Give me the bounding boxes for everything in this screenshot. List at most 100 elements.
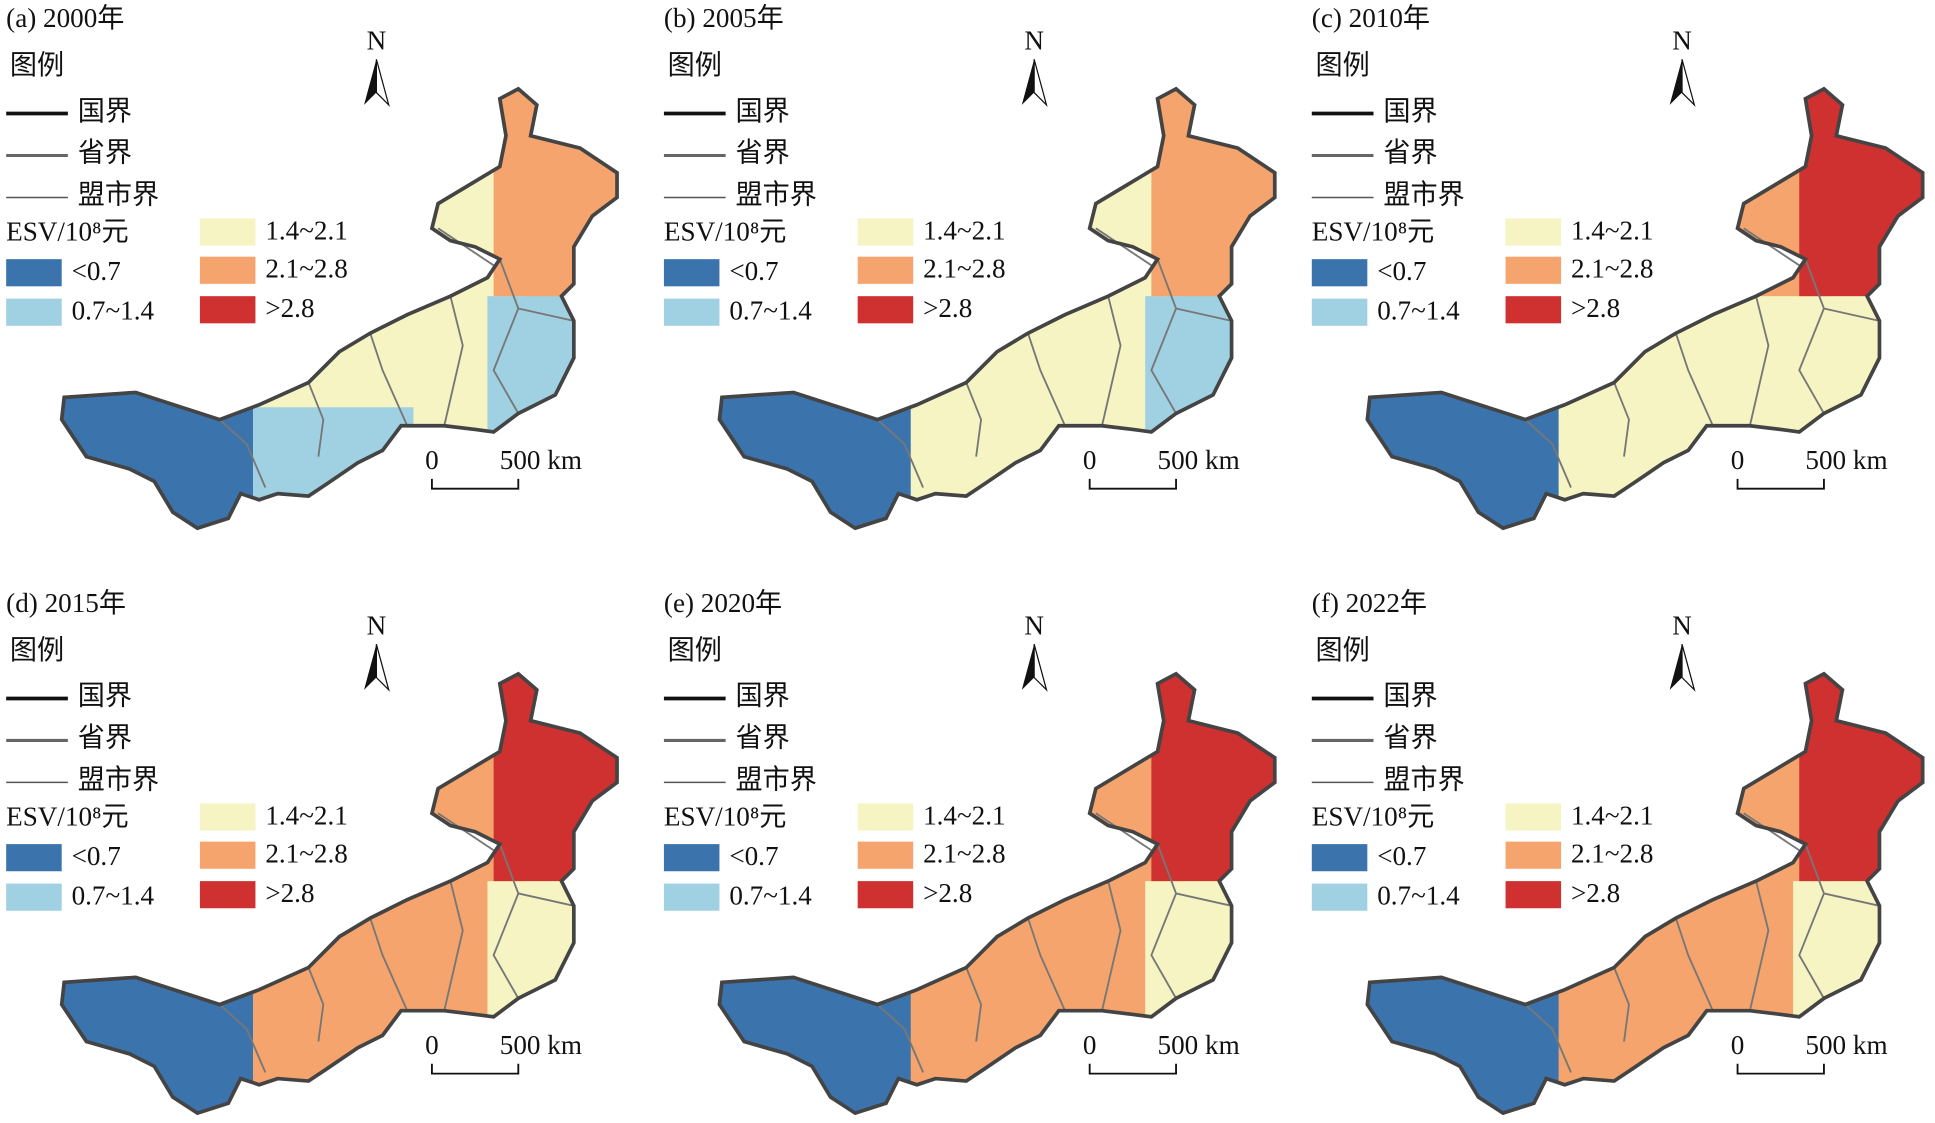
- scale-bar: [430, 478, 520, 490]
- province-border: [1175, 892, 1232, 907]
- class-swatch: [663, 298, 720, 326]
- legend-title: 图例: [10, 50, 64, 80]
- esv-zone: [719, 930, 911, 1114]
- class-swatch: [1505, 256, 1562, 284]
- legend-title: 图例: [1316, 50, 1370, 80]
- scale-bar: [430, 1063, 520, 1075]
- esv-zone: [240, 407, 414, 529]
- boundary-label: 盟市界: [1383, 180, 1464, 210]
- north-arrow: [375, 59, 390, 107]
- north-arrow: [364, 644, 377, 690]
- esv-zone: [1145, 862, 1244, 1024]
- class-swatch: [199, 881, 256, 909]
- esv-zone: [1151, 88, 1275, 297]
- esv-zone: [61, 930, 253, 1114]
- class-label: >2.8: [923, 293, 972, 323]
- class-swatch: [6, 298, 62, 326]
- esv-zone: [898, 992, 1072, 1114]
- boundary-label: 盟市界: [1383, 765, 1464, 795]
- class-label: >2.8: [1571, 293, 1620, 323]
- north-arrow: [1669, 59, 1683, 105]
- scale-label: 500 km: [500, 1030, 582, 1060]
- class-swatch: [857, 218, 914, 246]
- scale-label: 500 km: [1805, 445, 1887, 475]
- panel-title: (a) 2000年: [6, 3, 124, 33]
- class-swatch: [1505, 881, 1562, 909]
- boundary-label: 国界: [1383, 96, 1437, 126]
- north-arrow: [1681, 644, 1696, 692]
- province-border: [1524, 418, 1572, 488]
- province-border: [1613, 382, 1630, 457]
- class-label: <0.7: [1377, 841, 1426, 871]
- province-border: [1027, 332, 1066, 427]
- province-border: [443, 880, 464, 1011]
- north-arrow: [1669, 644, 1683, 690]
- north-arrow: [364, 59, 377, 105]
- north-label: N: [1672, 25, 1692, 55]
- class-swatch: [1311, 298, 1368, 326]
- province-border: [1674, 917, 1714, 1012]
- esv-zone: [1151, 673, 1275, 882]
- class-label: >2.8: [265, 293, 314, 323]
- national-border: [717, 671, 1277, 1116]
- class-swatch: [857, 256, 914, 284]
- boundary-label: 国界: [78, 96, 132, 126]
- class-label: <0.7: [72, 256, 121, 286]
- class-label: 0.7~1.4: [729, 296, 812, 326]
- class-swatch: [1505, 841, 1562, 869]
- province-border: [1743, 227, 1800, 267]
- class-swatch: [199, 256, 256, 284]
- class-swatch: [1311, 259, 1368, 287]
- boundary-label: 盟市界: [735, 180, 816, 210]
- class-swatch: [199, 218, 256, 246]
- class-swatch: [199, 296, 256, 324]
- esv-zone: [240, 992, 414, 1114]
- north-arrow: [1021, 59, 1035, 105]
- class-swatch: [857, 296, 914, 324]
- province-border: [1101, 295, 1122, 426]
- north-arrow: [1681, 59, 1696, 107]
- class-label: 1.4~2.1: [923, 800, 1006, 830]
- province-border: [492, 258, 520, 414]
- province-border: [1743, 812, 1800, 852]
- class-label: 2.1~2.8: [265, 254, 348, 284]
- class-label: 0.7~1.4: [1377, 881, 1460, 911]
- panel-title: (d) 2015年: [6, 588, 126, 618]
- class-swatch: [857, 803, 914, 831]
- north-label: N: [367, 25, 387, 55]
- esv-label: ESV/10⁸元: [6, 217, 129, 247]
- scale-label: 0: [425, 445, 439, 475]
- class-swatch: [6, 883, 62, 911]
- province-border: [518, 892, 575, 907]
- province-border: [1175, 307, 1232, 322]
- boundary-label: 省界: [735, 723, 789, 753]
- north-label: N: [1672, 610, 1692, 640]
- province-border: [1095, 227, 1152, 267]
- esv-zone: [1799, 88, 1923, 297]
- scale-label: 0: [1731, 1030, 1745, 1060]
- class-label: 1.4~2.1: [923, 215, 1006, 245]
- class-label: <0.7: [1377, 256, 1426, 286]
- north-arrow: [1021, 644, 1035, 690]
- boundary-label: 省界: [78, 138, 132, 168]
- legend-title: 图例: [668, 50, 722, 80]
- province-border: [1101, 880, 1122, 1011]
- province-border: [307, 967, 325, 1042]
- esv-zone: [1367, 930, 1559, 1114]
- class-label: 2.1~2.8: [1571, 254, 1654, 284]
- esv-zone: [1145, 277, 1244, 439]
- boundary-label: 盟市界: [735, 765, 816, 795]
- class-swatch: [199, 841, 256, 869]
- north-arrow: [375, 644, 390, 692]
- esv-zone: [1546, 992, 1720, 1114]
- province-border: [1613, 967, 1630, 1042]
- national-border: [1365, 86, 1925, 531]
- scale-label: 0: [1083, 445, 1097, 475]
- class-label: 1.4~2.1: [265, 800, 348, 830]
- boundary-label: 国界: [1383, 681, 1437, 711]
- scale-bar: [1088, 1063, 1177, 1075]
